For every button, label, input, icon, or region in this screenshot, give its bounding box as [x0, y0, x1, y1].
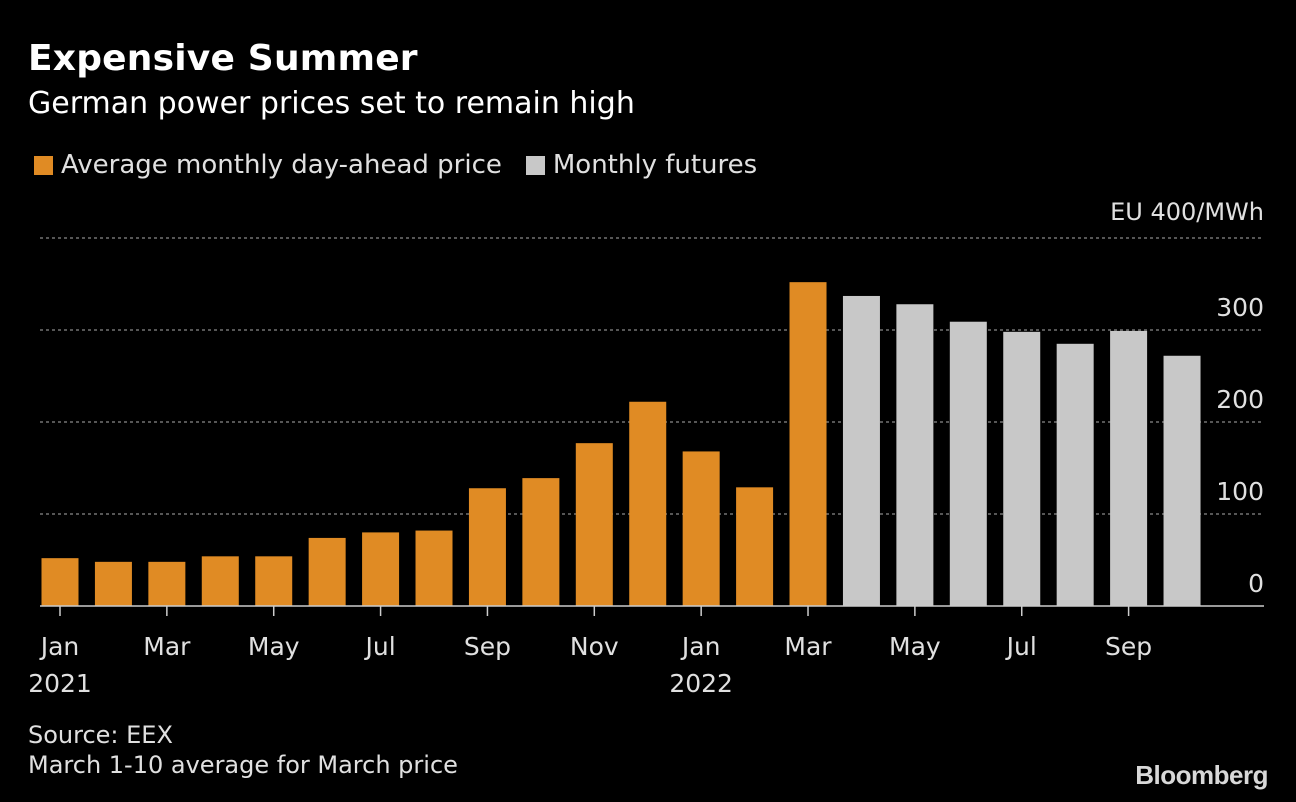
- x-tick-label: Jul: [1005, 632, 1037, 661]
- bar-day-ahead: [522, 478, 560, 606]
- y-axis-unit-label: EU 400/MWh: [1110, 198, 1264, 226]
- bar-day-ahead: [575, 443, 613, 606]
- bar-day-ahead: [468, 488, 506, 606]
- bar-day-ahead: [201, 556, 239, 606]
- legend: Average monthly day-ahead price Monthly …: [34, 150, 781, 180]
- y-tick-label: 200: [1216, 385, 1264, 414]
- legend-swatch-futures: [525, 155, 545, 175]
- bar-day-ahead: [41, 558, 79, 606]
- x-tick-label: Nov: [570, 632, 619, 661]
- bar-futures: [1003, 331, 1041, 606]
- x-tick-label: Jan: [680, 632, 721, 661]
- y-tick-label: 300: [1216, 293, 1264, 322]
- bar-day-ahead: [255, 556, 293, 606]
- legend-item-futures: Monthly futures: [525, 150, 758, 180]
- bloomberg-logo: Bloomberg: [1135, 760, 1268, 790]
- x-tick-label: Jan: [39, 632, 80, 661]
- legend-label-day-ahead: Average monthly day-ahead price: [61, 150, 502, 180]
- x-axis: [40, 605, 1264, 616]
- x-tick-label: Mar: [143, 632, 191, 661]
- bar-day-ahead: [789, 282, 827, 606]
- bar-day-ahead: [308, 537, 346, 606]
- axis-labels: 0 100 200 300 EU 400/MWh Jan 2021 Mar May Jul Sep N…: [28, 198, 1264, 698]
- bar-futures: [1056, 343, 1094, 606]
- legend-swatch-day-ahead: [34, 155, 53, 175]
- legend-item-day-ahead: Average monthly day-ahead price: [34, 150, 502, 180]
- bar-futures: [1163, 355, 1201, 606]
- x-tick-label: May: [248, 632, 300, 661]
- legend-label-futures: Monthly futures: [552, 150, 758, 180]
- x-tick-label: May: [889, 632, 941, 661]
- x-tick-label: Sep: [464, 632, 511, 661]
- bar-day-ahead: [682, 451, 720, 606]
- y-tick-label: 0: [1248, 569, 1264, 598]
- bar-futures: [1110, 330, 1148, 606]
- bar-futures: [842, 295, 880, 606]
- x-tick-year-label: 2022: [669, 669, 733, 698]
- chart-subtitle: German power prices set to remain high: [28, 86, 635, 121]
- bar-day-ahead: [148, 561, 186, 606]
- x-tick-label: Jul: [363, 632, 395, 661]
- bar-day-ahead: [94, 561, 132, 606]
- bar-futures: [949, 321, 987, 606]
- bar-day-ahead: [362, 532, 400, 606]
- x-tick-label: Mar: [784, 632, 832, 661]
- bar-chart: 0 100 200 300 EU 400/MWh Jan 2021 Mar May Jul Sep N…: [28, 198, 1264, 698]
- bar-day-ahead: [736, 487, 774, 606]
- bar-day-ahead: [415, 530, 453, 606]
- bar-day-ahead: [629, 401, 667, 606]
- source-note: Source: EEX March 1-10 average for March…: [28, 720, 458, 780]
- bar-futures: [896, 304, 934, 606]
- x-tick-label: Sep: [1105, 632, 1152, 661]
- x-tick-year-label: 2021: [28, 669, 92, 698]
- y-tick-label: 100: [1216, 477, 1264, 506]
- source-text: Source: EEX: [28, 721, 173, 749]
- bars: [41, 282, 1201, 606]
- footnote-text: March 1-10 average for March price: [28, 751, 458, 779]
- chart-title: Expensive Summer: [28, 38, 418, 79]
